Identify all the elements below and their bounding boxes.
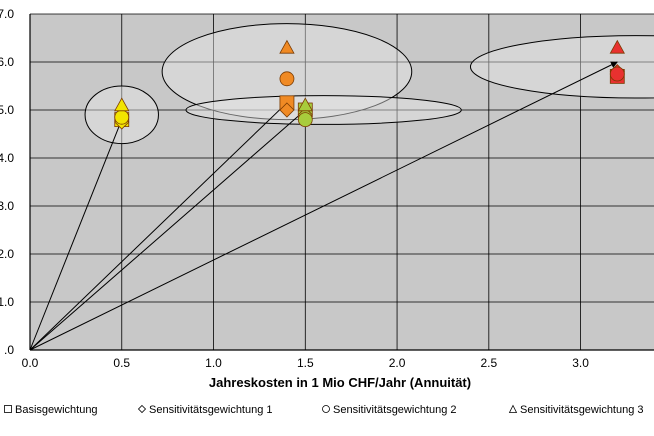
arrow (29, 102, 288, 351)
marker-circle (297, 112, 313, 127)
plot-area (30, 14, 654, 350)
data-markers (114, 39, 625, 130)
legend-item: Basisgewichtung (4, 404, 98, 416)
y-tick-label: 6.0 (0, 55, 14, 69)
legend-circle-icon (322, 405, 330, 413)
arrows (29, 61, 618, 351)
arrow (29, 118, 123, 351)
y-tick-label: 1.0 (0, 295, 14, 309)
arrow (29, 61, 618, 351)
legend-label: Sensitivitätsgewichtung 1 (149, 404, 273, 416)
y-tick-label: 4.0 (0, 151, 14, 165)
marker-triangle (609, 39, 625, 54)
legend: Basisgewichtung Sensitivitätsgewichtung 1… (4, 404, 644, 416)
x-axis-label: Jahreskosten in 1 Mio CHF/Jahr (Annuität… (209, 375, 471, 390)
x-tick-label: 1.5 (297, 356, 314, 370)
legend-diamond-icon (137, 404, 147, 414)
marker-circle (279, 71, 295, 87)
group-ellipse (470, 35, 654, 99)
legend-item: Sensitivitätsgewichtung 3 (508, 404, 644, 416)
legend-item: Sensitivitätsgewichtung 2 (322, 404, 457, 416)
group-ellipse (185, 95, 462, 125)
axes: 0.0 0.5 1.0 1.5 2.0 2.5 3.0 .0 1.0 2.0 3.0 4.0 5.0 6.… (0, 7, 654, 370)
x-tick-label: 2.0 (389, 356, 406, 370)
x-tick-label: 0.5 (113, 356, 130, 370)
y-tick-label: 3.0 (0, 199, 14, 213)
y-tick-label: 5.0 (0, 103, 14, 117)
arrow (29, 109, 306, 351)
x-tick-label: 1.0 (205, 356, 222, 370)
legend-triangle-icon (508, 404, 518, 413)
x-tick-label: 2.5 (480, 356, 497, 370)
marker-diamond (279, 102, 295, 118)
marker-circle (609, 66, 625, 82)
marker-circle (114, 109, 130, 125)
marker-triangle (279, 39, 295, 54)
x-tick-label: 3.0 (572, 356, 589, 370)
y-tick-label: .0 (4, 343, 14, 357)
marker-triangle (297, 97, 313, 112)
y-tick-label: 2.0 (0, 247, 14, 261)
y-tick-label: 7.0 (0, 7, 14, 21)
legend-label: Sensitivitätsgewichtung 2 (333, 404, 457, 416)
legend-label: Basisgewichtung (15, 404, 98, 416)
marker-triangle (114, 97, 130, 112)
x-tick-label: 0.0 (22, 356, 39, 370)
legend-item: Sensitivitätsgewichtung 1 (137, 404, 273, 416)
legend-square-icon (4, 405, 12, 413)
legend-label: Sensitivitätsgewichtung 3 (520, 404, 644, 416)
